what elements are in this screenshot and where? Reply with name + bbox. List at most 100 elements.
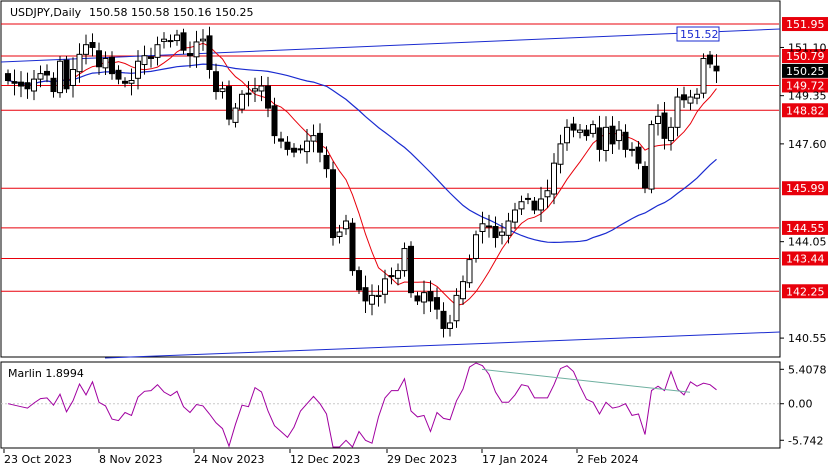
- bear-candle: [622, 131, 629, 150]
- bear-candle: [180, 32, 187, 51]
- bull-candle: [161, 38, 167, 42]
- level-label: 151.95: [786, 18, 825, 31]
- bull-candle: [135, 60, 141, 79]
- bull-candle: [694, 93, 700, 99]
- bear-candle: [5, 73, 11, 82]
- bear-candle: [89, 41, 96, 48]
- level-label: 142.25: [786, 285, 825, 298]
- bull-candle: [304, 140, 310, 153]
- price-tick-label: 147.60: [788, 138, 827, 151]
- channel-label: 151.52: [680, 28, 719, 41]
- level-tag: [782, 251, 828, 266]
- bear-candle: [284, 141, 291, 150]
- time-tick-label: 23 Oct 2023: [4, 453, 72, 466]
- bear-candle: [115, 69, 122, 80]
- indicator-pane: [0, 361, 781, 449]
- bear-candle: [531, 200, 538, 211]
- time-tick-label: 8 Nov 2023: [99, 453, 162, 466]
- bear-candle: [414, 295, 421, 302]
- bull-candle: [395, 270, 401, 279]
- bear-candle: [18, 81, 24, 87]
- level-tag: [782, 220, 828, 235]
- bull-candle: [700, 57, 707, 94]
- level-tag: [782, 48, 828, 63]
- bear-candle: [330, 169, 336, 239]
- bull-candle: [557, 143, 564, 165]
- bull-candle: [239, 93, 245, 110]
- bear-candle: [362, 287, 369, 302]
- price-pane: [0, 0, 781, 358]
- bull-candle: [76, 53, 83, 73]
- bull-candle: [551, 162, 557, 195]
- time-tick-label: 24 Nov 2023: [194, 453, 264, 466]
- bull-candle: [447, 322, 453, 329]
- bull-candle: [460, 281, 466, 300]
- level-tag: [782, 17, 828, 32]
- bull-candle: [629, 148, 635, 151]
- price-axis: 151.10 149.35 147.60 144.05 140.55 150.25: [780, 41, 828, 345]
- time-tick-label: 29 Dec 2023: [387, 453, 457, 466]
- bull-candle: [518, 201, 525, 210]
- bull-candle: [232, 107, 239, 123]
- bear-candle: [226, 86, 232, 120]
- time-axis: 23 Oct 2023 8 Nov 2023 24 Nov 2023 12 Dec 2…: [3, 449, 638, 466]
- bull-candle: [167, 40, 174, 43]
- bear-candle: [408, 245, 414, 294]
- bull-candle: [154, 44, 161, 58]
- marlin-line: [7, 362, 717, 448]
- bull-candle: [648, 124, 655, 190]
- bull-candle: [453, 294, 460, 322]
- bull-candle: [466, 259, 473, 284]
- bull-candle: [70, 68, 76, 86]
- bear-candle: [213, 71, 219, 93]
- bear-candle: [265, 85, 271, 109]
- bear-candle: [681, 94, 687, 101]
- bull-candle: [200, 38, 206, 42]
- level-tag: [782, 181, 828, 196]
- bear-candle: [427, 291, 434, 302]
- bear-candle: [635, 146, 642, 164]
- bear-candle: [206, 35, 213, 70]
- bull-candle: [193, 41, 200, 58]
- bear-candle: [291, 147, 297, 153]
- time-tick-label: 17 Jan 2024: [482, 453, 548, 466]
- price-tick-label: 151.10: [788, 41, 827, 54]
- bear-candle: [11, 81, 18, 84]
- bear-candle: [434, 297, 440, 310]
- level-tag: [782, 284, 828, 299]
- candles: [5, 26, 720, 338]
- moving-averages: [7, 42, 717, 306]
- bear-candle: [349, 222, 356, 272]
- price-tick-label: 140.55: [788, 332, 827, 345]
- bear-candle: [245, 92, 252, 95]
- bear-candle: [24, 82, 31, 90]
- level-label: 149.72: [786, 79, 825, 92]
- ohlc-values: 150.58 150.58 150.16 150.25: [89, 6, 253, 19]
- level-label: 148.82: [786, 104, 825, 117]
- bear-candle: [271, 105, 278, 137]
- bull-candle: [258, 85, 265, 92]
- level-tag: [782, 78, 828, 93]
- bear-candle: [525, 197, 531, 200]
- bear-candle: [609, 125, 616, 145]
- price-tick-label: 149.35: [788, 90, 827, 103]
- bull-candle: [375, 294, 382, 297]
- bear-candle: [50, 77, 57, 93]
- bear-candle: [148, 56, 154, 59]
- bear-candle: [96, 50, 102, 68]
- bull-candle: [141, 55, 148, 66]
- trend-channel: 151.52: [0, 26, 781, 359]
- level-label: 150.79: [786, 50, 825, 63]
- bull-candle: [252, 88, 258, 92]
- bear-candle: [583, 129, 590, 137]
- bull-candle: [473, 234, 479, 259]
- bear-candle: [642, 165, 648, 189]
- bull-candle: [382, 278, 388, 295]
- chart-symbol: USDJPY,Daily: [10, 6, 82, 19]
- bull-candle: [421, 292, 427, 303]
- bear-candle: [492, 226, 499, 239]
- bull-candle: [37, 73, 44, 80]
- bull-candle: [343, 220, 349, 230]
- channel-lower-line: [104, 331, 781, 359]
- bear-candle: [44, 70, 50, 76]
